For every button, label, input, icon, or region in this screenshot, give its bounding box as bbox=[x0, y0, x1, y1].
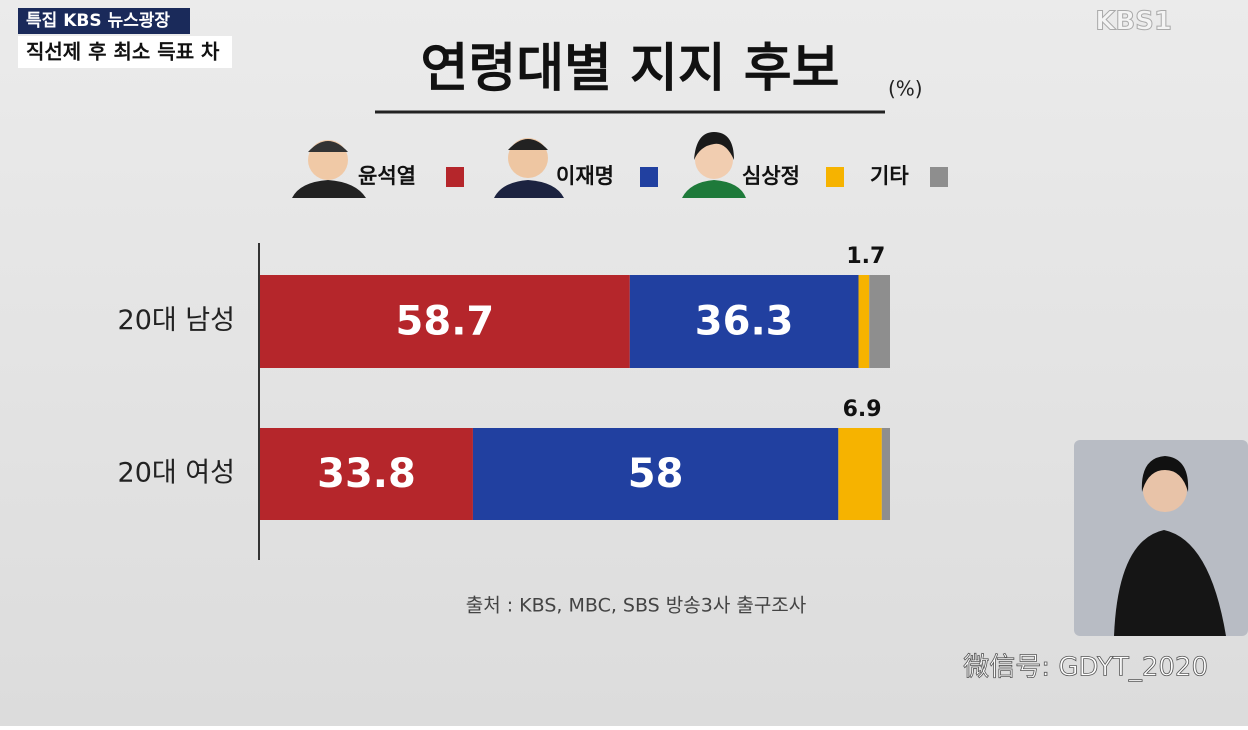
legend-label: 이재명 bbox=[556, 164, 614, 188]
headline-box bbox=[18, 36, 232, 68]
bar-segment bbox=[838, 428, 882, 520]
headline: 직선제 후 최소 득표 차 bbox=[26, 40, 220, 64]
y-tick-label: 20대 남성 bbox=[118, 305, 235, 336]
legend-swatch bbox=[930, 167, 948, 187]
unit: (%) bbox=[888, 77, 923, 101]
bar-segment bbox=[472, 428, 839, 520]
badge-box bbox=[18, 8, 190, 34]
watermark: 微信号: GDYT_2020 bbox=[963, 653, 1208, 683]
data-label: 1.7 bbox=[846, 244, 885, 269]
portrait bbox=[494, 138, 564, 198]
data-label: 33.8 bbox=[317, 451, 416, 497]
data-label: 58.7 bbox=[396, 299, 495, 345]
portrait bbox=[682, 132, 746, 198]
bar-segment bbox=[858, 275, 870, 368]
interpreter-inset bbox=[1074, 440, 1248, 636]
legend-label: 윤석열 bbox=[358, 164, 416, 188]
bar-segment bbox=[881, 428, 890, 520]
legend-swatch bbox=[640, 167, 658, 187]
legend-swatch bbox=[826, 167, 844, 187]
bar-segment bbox=[260, 428, 473, 520]
portrait bbox=[292, 140, 366, 198]
legend-swatch bbox=[446, 167, 464, 187]
chart: 윤석열 이재명 심상정 기타 20대 남성 58.7 36.3 1.7 20대 여성 33.8 58… bbox=[118, 164, 948, 520]
bar-segment bbox=[260, 275, 630, 368]
legend-label: 기타 bbox=[870, 164, 909, 188]
bar-segment bbox=[869, 275, 890, 368]
chart-title: 연령대별 지지 후보 bbox=[421, 39, 840, 99]
source: 출처 : KBS, MBC, SBS 방송3사 출구조사 bbox=[466, 595, 807, 617]
data-label: 36.3 bbox=[695, 299, 794, 345]
badge: 특집 KBS 뉴스광장 bbox=[26, 11, 170, 31]
bar-segment bbox=[629, 275, 859, 368]
logo: KBS1 bbox=[1095, 7, 1172, 37]
data-label: 6.9 bbox=[843, 397, 882, 422]
data-label: 58 bbox=[628, 451, 684, 497]
legend-label: 심상정 bbox=[742, 164, 800, 188]
y-tick-label: 20대 여성 bbox=[118, 458, 235, 489]
